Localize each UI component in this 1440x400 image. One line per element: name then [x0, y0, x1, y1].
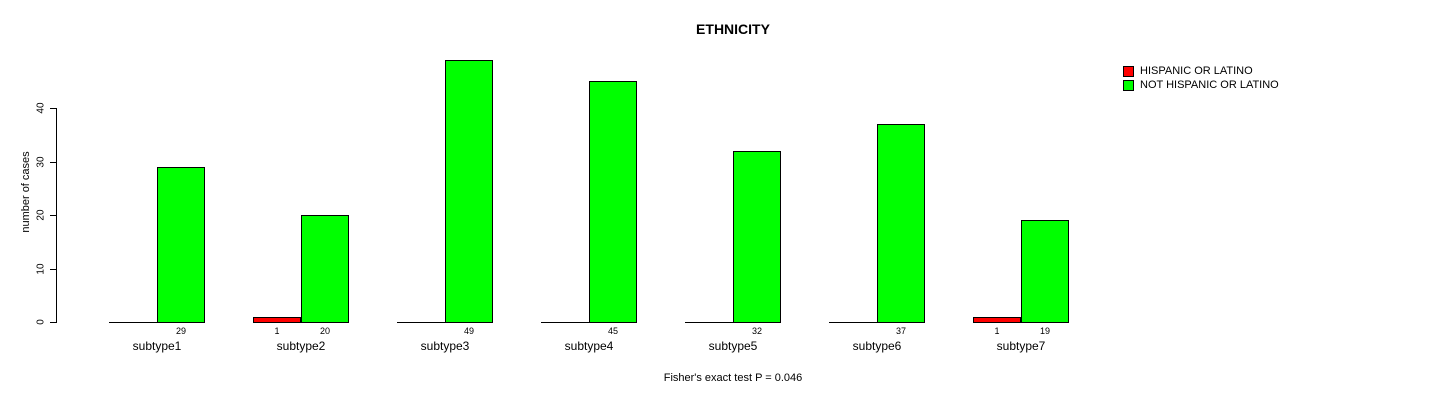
- y-axis-line: [56, 108, 57, 323]
- bar-zero-hispanic-or-latino-subtype1: [109, 322, 157, 323]
- bar-value-label: 20: [319, 326, 331, 336]
- legend-item-hispanic-or-latino: HISPANIC OR LATINO: [1123, 64, 1279, 78]
- bar-not-hispanic-or-latino-subtype2: [301, 215, 349, 323]
- y-axis-tick: [50, 269, 56, 270]
- y-axis-tick-label: 20: [35, 209, 47, 221]
- bar-value-label: 37: [895, 326, 907, 336]
- bar-not-hispanic-or-latino-subtype6: [877, 124, 925, 323]
- y-axis-title: number of cases: [20, 151, 32, 233]
- statistical-test-footnote: Fisher's exact test P = 0.046: [663, 372, 803, 384]
- y-axis-tick-label: 10: [35, 263, 47, 275]
- category-label-subtype2: subtype2: [276, 339, 326, 353]
- category-label-subtype1: subtype1: [132, 339, 182, 353]
- category-label-subtype4: subtype4: [564, 339, 614, 353]
- bar-zero-hispanic-or-latino-subtype3: [397, 322, 445, 323]
- bar-value-label: 45: [607, 326, 619, 336]
- legend-swatch-not-hispanic-or-latino: [1123, 79, 1134, 91]
- bar-value-label: 32: [751, 326, 763, 336]
- legend-label: HISPANIC OR LATINO: [1140, 65, 1253, 77]
- category-label-subtype6: subtype6: [852, 339, 902, 353]
- y-axis-tick-label: 30: [35, 156, 47, 168]
- category-label-subtype7: subtype7: [996, 339, 1046, 353]
- bar-hispanic-or-latino-subtype2: [253, 317, 301, 323]
- y-axis-tick-label: 40: [35, 102, 47, 114]
- bar-value-label: 1: [274, 326, 280, 336]
- bar-not-hispanic-or-latino-subtype1: [157, 167, 205, 323]
- bar-value-label: 1: [994, 326, 1000, 336]
- y-axis-tick: [50, 322, 56, 323]
- bar-value-label: 19: [1039, 326, 1051, 336]
- bar-hispanic-or-latino-subtype7: [973, 317, 1021, 323]
- y-axis-tick: [50, 162, 56, 163]
- category-label-subtype3: subtype3: [420, 339, 470, 353]
- legend-item-not-hispanic-or-latino: NOT HISPANIC OR LATINO: [1123, 78, 1279, 92]
- category-label-subtype5: subtype5: [708, 339, 758, 353]
- bar-not-hispanic-or-latino-subtype4: [589, 81, 637, 323]
- bar-value-label: 29: [175, 326, 187, 336]
- chart-title: ETHNICITY: [696, 21, 770, 37]
- legend-label: NOT HISPANIC OR LATINO: [1140, 79, 1279, 91]
- bar-not-hispanic-or-latino-subtype5: [733, 151, 781, 323]
- y-axis-tick: [50, 215, 56, 216]
- legend: HISPANIC OR LATINO NOT HISPANIC OR LATINO: [1123, 64, 1279, 92]
- bar-zero-hispanic-or-latino-subtype5: [685, 322, 733, 323]
- bar-zero-hispanic-or-latino-subtype4: [541, 322, 589, 323]
- bar-zero-hispanic-or-latino-subtype6: [829, 322, 877, 323]
- bar-value-label: 49: [463, 326, 475, 336]
- y-axis-tick: [50, 108, 56, 109]
- legend-swatch-hispanic-or-latino: [1123, 65, 1134, 77]
- bar-not-hispanic-or-latino-subtype7: [1021, 220, 1069, 323]
- y-axis-tick-label: 0: [35, 319, 47, 325]
- bar-not-hispanic-or-latino-subtype3: [445, 60, 493, 323]
